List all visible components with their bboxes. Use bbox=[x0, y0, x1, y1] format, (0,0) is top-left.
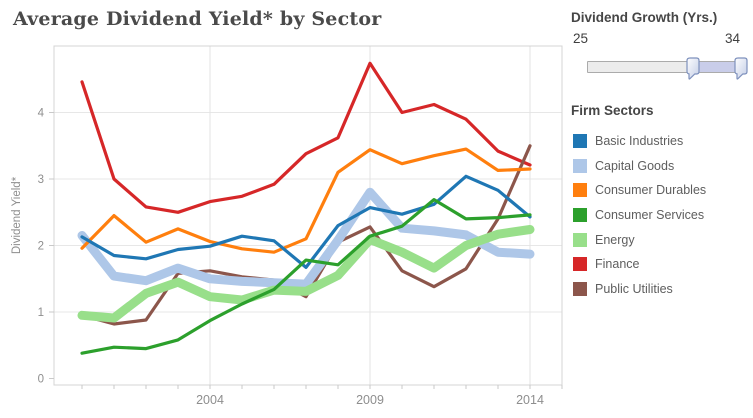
y-tick-label: 3 bbox=[38, 174, 44, 186]
legend-label: Public Utilities bbox=[595, 281, 673, 296]
series-line-consumer-services[interactable] bbox=[80, 198, 532, 355]
series-line-energy[interactable] bbox=[77, 225, 535, 323]
legend-item-energy[interactable]: Energy bbox=[573, 227, 706, 252]
slider-handle-right-icon bbox=[734, 57, 748, 80]
legend-item-consumer-services[interactable]: Consumer Services bbox=[573, 203, 706, 228]
slider-track[interactable] bbox=[587, 61, 745, 73]
y-tick-label: 1 bbox=[38, 307, 44, 319]
slider-handle-left-icon bbox=[686, 57, 700, 80]
dividend-yield-line-chart: 0 1 2 3 4 2004 2009 2014 Dividend Yield* bbox=[11, 45, 563, 407]
series-line-basic-industries[interactable] bbox=[80, 174, 532, 269]
y-tick-label: 2 bbox=[38, 241, 44, 253]
legend-label: Consumer Durables bbox=[595, 183, 707, 198]
legend-label: Capital Goods bbox=[595, 158, 675, 173]
slider-handle-left[interactable] bbox=[686, 57, 700, 80]
legend-label: Energy bbox=[595, 232, 635, 247]
plot-border bbox=[53, 45, 563, 386]
legend-item-capital-goods[interactable]: Capital Goods bbox=[573, 154, 706, 179]
legend-list: Basic Industries Capital Goods Consumer Du… bbox=[573, 129, 706, 301]
legend-swatch-consumer-services bbox=[573, 208, 587, 223]
slider-min-label: 25 bbox=[573, 31, 589, 46]
chart-title: Average Dividend Yield* by Sector bbox=[13, 8, 382, 30]
y-axis-title: Dividend Yield* bbox=[11, 176, 23, 254]
slider-handle-right[interactable] bbox=[734, 57, 748, 80]
x-tick-label: 2009 bbox=[356, 393, 384, 407]
legend-label: Basic Industries bbox=[595, 134, 684, 149]
legend-item-consumer-durables[interactable]: Consumer Durables bbox=[573, 178, 706, 203]
series-line-finance[interactable] bbox=[80, 61, 532, 214]
legend-item-finance[interactable]: Finance bbox=[573, 252, 706, 277]
legend-item-public-utilities[interactable]: Public Utilities bbox=[573, 277, 706, 302]
slider-max-label: 34 bbox=[724, 31, 740, 46]
legend-swatch-capital-goods bbox=[573, 158, 587, 173]
side-panel: Dividend Growth (Yrs.) 25 34 Firm Sector… bbox=[563, 0, 753, 418]
x-tick-label: 2004 bbox=[196, 393, 224, 407]
legend-title: Firm Sectors bbox=[571, 103, 654, 118]
legend-swatch-finance bbox=[573, 257, 587, 272]
y-tick-label: 0 bbox=[38, 374, 44, 386]
legend-swatch-public-utilities bbox=[573, 281, 587, 296]
series-line-consumer-durables[interactable] bbox=[80, 147, 532, 254]
legend-label: Consumer Services bbox=[595, 208, 705, 223]
legend-label: Finance bbox=[595, 257, 640, 272]
legend-item-basic-industries[interactable]: Basic Industries bbox=[573, 129, 706, 154]
legend-swatch-energy bbox=[573, 232, 587, 247]
slider-title: Dividend Growth (Yrs.) bbox=[571, 10, 718, 25]
legend-swatch-basic-industries bbox=[573, 134, 587, 149]
series-line-capital-goods[interactable] bbox=[77, 187, 535, 289]
y-tick-label: 4 bbox=[38, 108, 45, 120]
x-tick-label: 2014 bbox=[516, 393, 544, 407]
series-line-public-utilities[interactable] bbox=[80, 144, 532, 326]
legend-swatch-consumer-durables bbox=[573, 183, 587, 198]
